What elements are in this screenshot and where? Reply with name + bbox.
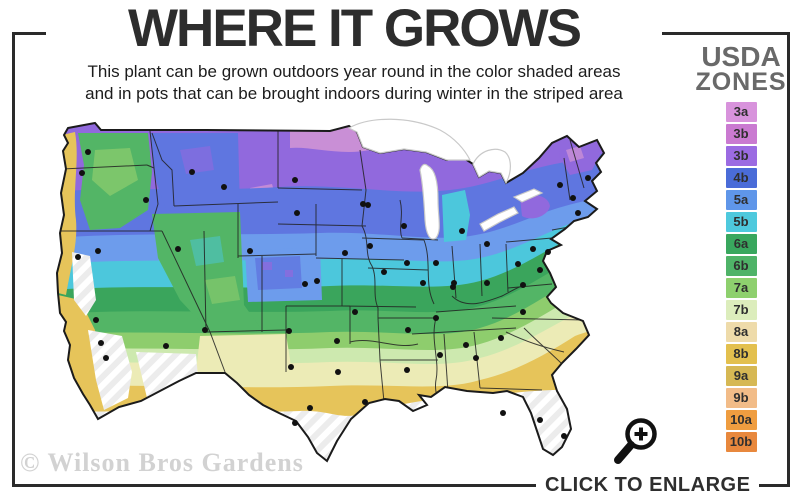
city-dot	[307, 405, 313, 411]
zone-swatch-9a: 9a	[725, 365, 757, 386]
zone-swatch-5b: 5b	[725, 211, 757, 232]
city-dot	[451, 280, 457, 286]
zone-swatch-8b: 8b	[725, 343, 757, 364]
city-dot	[175, 246, 181, 252]
city-dot	[367, 243, 373, 249]
city-dot	[85, 149, 91, 155]
city-dot	[143, 197, 149, 203]
city-dot	[575, 210, 581, 216]
city-dot	[202, 327, 208, 333]
city-dot	[292, 420, 298, 426]
city-dot	[473, 355, 479, 361]
subtitle-line-2: and in pots that can be brought indoors …	[85, 84, 623, 104]
zone-swatch-7a: 7a	[725, 277, 757, 298]
city-dot	[401, 223, 407, 229]
city-dot	[286, 328, 292, 334]
city-dot	[557, 182, 563, 188]
city-dot	[404, 260, 410, 266]
zone-list: 3a 3b 3b 4b 5a 5b 6a 6b 7a 7b 8a 8b 9a 9b 10a 10b	[692, 101, 790, 452]
city-dot	[585, 175, 591, 181]
zone-swatch-8a: 8a	[725, 321, 757, 342]
city-dot	[570, 195, 576, 201]
city-dot	[163, 343, 169, 349]
city-dot	[292, 177, 298, 183]
city-dot	[360, 201, 366, 207]
city-dot	[498, 335, 504, 341]
zone-swatch-6a: 6a	[725, 233, 757, 254]
city-dot	[484, 280, 490, 286]
city-dot	[545, 249, 551, 255]
usda-zones-legend: USDA ZONES 3a 3b 3b 4b 5a 5b 6a 6b 7a 7b 8a 8b 9a 9b 1…	[692, 41, 790, 452]
city-dot	[500, 410, 506, 416]
zone-swatch-6b: 6b	[725, 255, 757, 276]
zone-swatch-3b: 3b	[725, 123, 757, 144]
city-dot	[288, 364, 294, 370]
legend-title-usda: USDA	[701, 41, 781, 72]
zone-swatch-5a: 5a	[725, 189, 757, 210]
city-dot	[189, 169, 195, 175]
zone-swatch-4b: 4b	[725, 167, 757, 188]
page-title: WHERE IT GROWS	[46, 0, 662, 57]
city-dot	[335, 369, 341, 375]
city-dot	[420, 280, 426, 286]
city-dot	[537, 267, 543, 273]
city-dot	[334, 338, 340, 344]
city-dot	[352, 309, 358, 315]
city-dot	[484, 241, 490, 247]
city-dot	[365, 202, 371, 208]
city-dot	[433, 260, 439, 266]
city-dot	[93, 317, 99, 323]
city-dots	[75, 149, 591, 439]
city-dot	[463, 342, 469, 348]
city-dot	[404, 367, 410, 373]
click-to-enlarge-button[interactable]: CLICK TO ENLARGE	[536, 474, 760, 497]
city-dot	[537, 417, 543, 423]
state-borders	[57, 130, 593, 403]
zone-swatch-9b: 9b	[725, 387, 757, 408]
city-dot	[520, 309, 526, 315]
city-dot	[294, 210, 300, 216]
city-dot	[314, 278, 320, 284]
city-dot	[103, 355, 109, 361]
city-dot	[530, 246, 536, 252]
subtitle: This plant can be grown outdoors year ro…	[58, 61, 650, 106]
city-dot	[342, 250, 348, 256]
city-dot	[362, 399, 368, 405]
city-dot	[221, 184, 227, 190]
zone-swatch-10a: 10a	[725, 409, 757, 430]
city-dot	[520, 282, 526, 288]
city-dot	[561, 433, 567, 439]
zone-swatch-3b: 3b	[725, 145, 757, 166]
city-dot	[95, 248, 101, 254]
watermark: © Wilson Bros Gardens	[20, 448, 304, 477]
zone-swatch-10b: 10b	[725, 431, 757, 452]
great-lakes	[347, 118, 544, 240]
magnifier-plus-icon[interactable]	[610, 414, 662, 470]
city-dot	[98, 340, 104, 346]
city-dot	[381, 269, 387, 275]
city-dot	[433, 315, 439, 321]
city-dot	[437, 352, 443, 358]
city-dot	[79, 170, 85, 176]
zone-swatch-3a: 3a	[725, 101, 757, 122]
city-dot	[75, 254, 81, 260]
legend-title-zones: ZONES	[695, 67, 787, 96]
city-dot	[247, 248, 253, 254]
zone-swatch-7b: 7b	[725, 299, 757, 320]
subtitle-line-1: This plant can be grown outdoors year ro…	[87, 62, 621, 81]
city-dot	[459, 228, 465, 234]
city-dot	[405, 327, 411, 333]
city-dot	[302, 281, 308, 287]
city-dot	[515, 261, 521, 267]
